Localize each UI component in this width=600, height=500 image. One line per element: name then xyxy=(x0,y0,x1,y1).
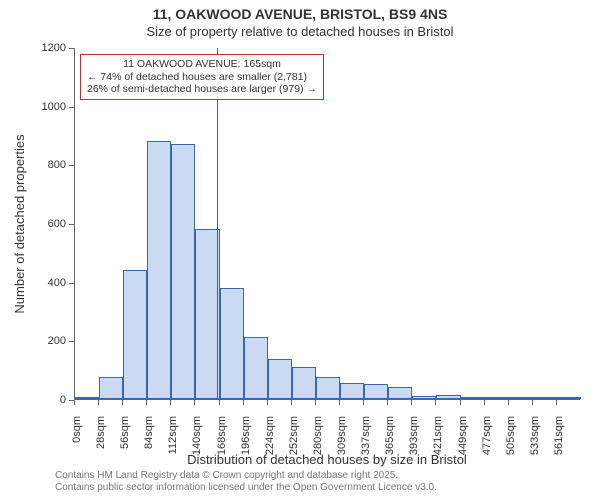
histogram-bar xyxy=(436,395,460,399)
histogram-bar xyxy=(533,397,557,399)
x-tick-label: 280sqm xyxy=(312,416,324,476)
histogram-bar xyxy=(485,397,509,399)
x-tick xyxy=(122,400,123,405)
histogram-bar xyxy=(509,397,533,399)
x-tick xyxy=(363,400,364,405)
histogram-bar xyxy=(147,141,171,399)
x-tick-label: 533sqm xyxy=(529,416,541,476)
y-tick-label: 0 xyxy=(30,394,66,406)
x-tick xyxy=(387,400,388,405)
histogram-bar xyxy=(557,397,581,399)
chart-title: 11, OAKWOOD AVENUE, BRISTOL, BS9 4NS xyxy=(0,6,600,22)
x-tick xyxy=(243,400,244,405)
chart-footer: Contains HM Land Registry data © Crown c… xyxy=(0,470,600,494)
x-tick xyxy=(98,400,99,405)
x-tick-label: 449sqm xyxy=(457,416,469,476)
y-axis-label: Number of detached properties xyxy=(12,48,32,400)
x-tick-label: 393sqm xyxy=(408,416,420,476)
x-tick-label: 112sqm xyxy=(167,416,179,476)
x-tick-label: 196sqm xyxy=(240,416,252,476)
x-tick-label: 252sqm xyxy=(288,416,300,476)
histogram-bar xyxy=(123,270,147,399)
plot-area xyxy=(74,48,580,400)
histogram-bar xyxy=(220,288,244,399)
histogram-bar xyxy=(99,377,123,399)
annotation-line: 11 OAKWOOD AVENUE: 165sqm xyxy=(87,58,317,71)
annotation-box: 11 OAKWOOD AVENUE: 165sqm← 74% of detach… xyxy=(80,54,324,100)
x-tick-label: 421sqm xyxy=(432,416,444,476)
x-tick xyxy=(435,400,436,405)
y-tick xyxy=(69,107,74,108)
x-tick xyxy=(339,400,340,405)
x-tick-label: 84sqm xyxy=(143,416,155,476)
x-tick xyxy=(170,400,171,405)
x-tick xyxy=(219,400,220,405)
histogram-bar xyxy=(461,397,485,399)
y-tick xyxy=(69,224,74,225)
x-tick xyxy=(460,400,461,405)
x-tick-label: 28sqm xyxy=(95,416,107,476)
y-tick xyxy=(69,341,74,342)
x-axis-label: Distribution of detached houses by size … xyxy=(74,452,580,467)
histogram-bar xyxy=(412,396,436,399)
x-tick-label: 365sqm xyxy=(384,416,396,476)
histogram-bar xyxy=(75,397,99,399)
y-tick-label: 400 xyxy=(30,277,66,289)
x-tick-label: 168sqm xyxy=(216,416,228,476)
histogram-bar xyxy=(364,384,388,399)
y-tick-label: 600 xyxy=(30,218,66,230)
footer-line: Contains public sector information licen… xyxy=(55,482,600,494)
x-tick xyxy=(484,400,485,405)
x-tick xyxy=(146,400,147,405)
x-tick xyxy=(74,400,75,405)
chart-subtitle: Size of property relative to detached ho… xyxy=(0,24,600,39)
marker-line xyxy=(217,48,218,400)
x-tick-label: 140sqm xyxy=(191,416,203,476)
y-tick-label: 1200 xyxy=(30,42,66,54)
x-tick xyxy=(556,400,557,405)
histogram-bar xyxy=(195,229,219,399)
x-tick-label: 561sqm xyxy=(553,416,565,476)
x-tick-label: 477sqm xyxy=(481,416,493,476)
histogram-bar xyxy=(340,383,364,399)
y-tick xyxy=(69,283,74,284)
y-tick xyxy=(69,48,74,49)
x-tick xyxy=(411,400,412,405)
histogram-bar xyxy=(171,144,195,399)
x-tick xyxy=(267,400,268,405)
annotation-line: 26% of semi-detached houses are larger (… xyxy=(87,83,317,96)
histogram-bar xyxy=(268,359,292,399)
y-tick-label: 800 xyxy=(30,159,66,171)
annotation-line: ← 74% of detached houses are smaller (2,… xyxy=(87,71,317,84)
x-tick-label: 337sqm xyxy=(360,416,372,476)
footer-line: Contains HM Land Registry data © Crown c… xyxy=(55,470,600,482)
y-tick xyxy=(69,165,74,166)
y-tick-label: 200 xyxy=(30,335,66,347)
x-tick-label: 56sqm xyxy=(119,416,131,476)
histogram-bar xyxy=(244,337,268,399)
x-tick-label: 309sqm xyxy=(336,416,348,476)
x-tick xyxy=(194,400,195,405)
x-tick xyxy=(532,400,533,405)
y-tick-label: 1000 xyxy=(30,101,66,113)
x-tick xyxy=(315,400,316,405)
x-tick xyxy=(508,400,509,405)
x-tick-label: 505sqm xyxy=(505,416,517,476)
histogram-bar xyxy=(316,377,340,399)
x-tick xyxy=(291,400,292,405)
histogram-bar xyxy=(388,387,412,399)
x-tick-label: 224sqm xyxy=(264,416,276,476)
histogram-bar xyxy=(292,367,316,399)
x-tick-label: 0sqm xyxy=(71,416,83,476)
